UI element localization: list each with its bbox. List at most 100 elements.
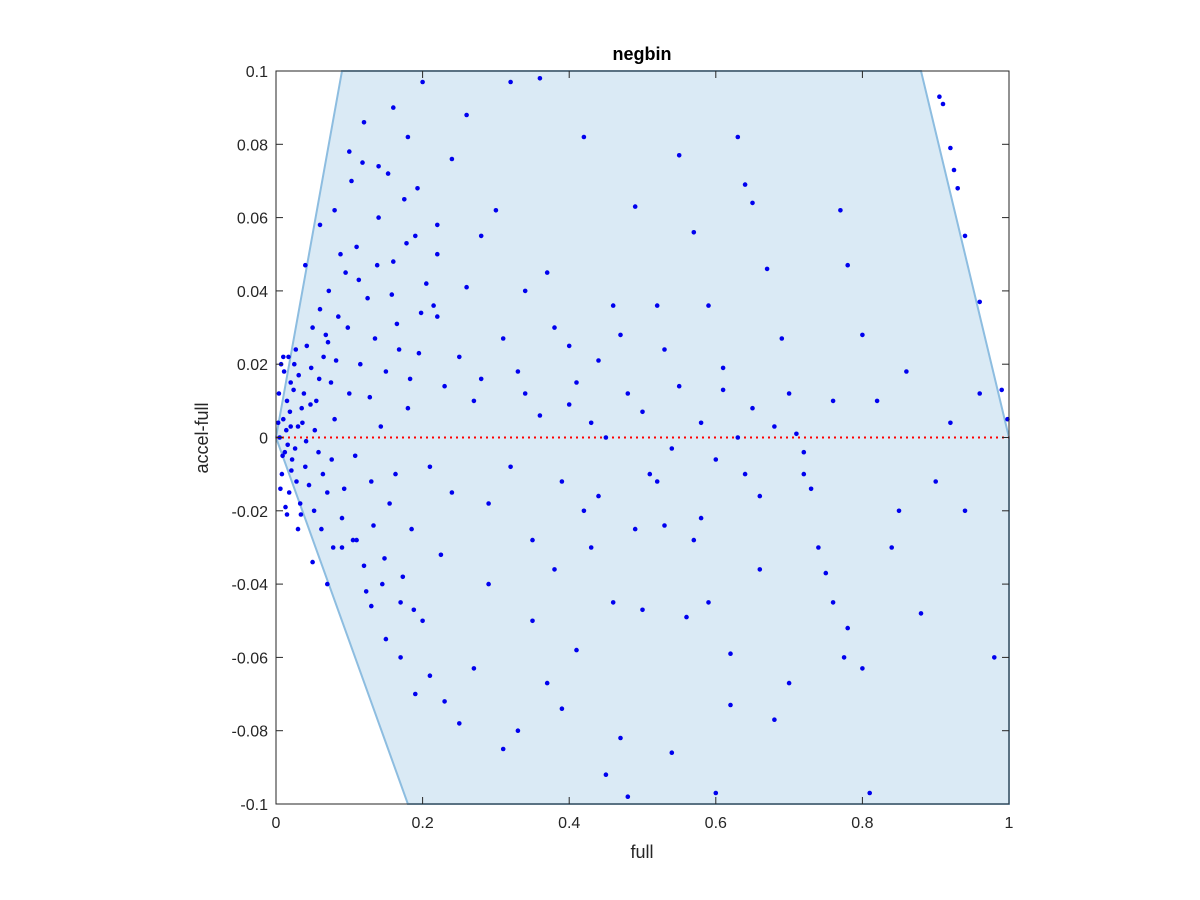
chart-title: negbin <box>613 44 672 64</box>
data-point <box>537 76 543 81</box>
data-point <box>321 354 326 360</box>
data-point <box>713 457 719 462</box>
data-point <box>786 680 792 686</box>
data-point <box>299 405 305 411</box>
y-axis-ticks: -0.1 -0.08 -0.06 -0.04 -0.02 0 0.02 0.04 0.06 0.0… <box>232 64 1009 814</box>
data-point <box>706 303 711 308</box>
data-point <box>764 266 770 272</box>
data-point <box>365 295 370 301</box>
data-point <box>295 526 301 532</box>
data-point <box>398 600 403 605</box>
data-point <box>333 358 339 363</box>
data-point <box>955 186 960 191</box>
data-point <box>742 182 748 187</box>
y-tick-label: -0.04 <box>232 577 269 594</box>
data-point <box>962 508 968 514</box>
data-point <box>338 251 343 257</box>
data-point <box>387 501 392 506</box>
data-point <box>297 501 303 506</box>
data-point <box>431 303 436 308</box>
data-point <box>289 468 294 473</box>
data-point <box>343 270 348 275</box>
data-point <box>303 464 308 470</box>
data-point <box>360 160 365 165</box>
data-point <box>420 618 425 624</box>
data-point <box>552 567 557 572</box>
data-point <box>625 391 631 396</box>
y-axis-label: accel-full <box>192 402 212 473</box>
data-point <box>720 387 726 393</box>
data-point <box>316 376 322 382</box>
data-point <box>742 471 748 477</box>
data-point <box>669 750 675 755</box>
data-point <box>500 746 506 752</box>
data-point <box>339 545 345 550</box>
data-point <box>684 614 689 620</box>
data-point <box>303 438 309 444</box>
data-point <box>757 567 763 572</box>
data-point <box>435 314 440 319</box>
data-point <box>838 208 843 213</box>
data-point <box>750 405 755 411</box>
data-point <box>464 112 469 118</box>
data-point <box>281 416 286 422</box>
data-point <box>339 515 345 521</box>
data-point <box>772 424 777 429</box>
data-point <box>347 391 352 396</box>
data-point <box>323 332 329 338</box>
data-point <box>354 537 359 543</box>
data-point <box>311 508 317 514</box>
data-point <box>438 552 444 558</box>
data-point <box>336 314 341 319</box>
data-point <box>361 563 367 569</box>
data-point <box>347 149 352 154</box>
data-point <box>720 365 726 371</box>
data-point <box>320 471 326 477</box>
y-tick-label: 0 <box>259 431 268 448</box>
data-point <box>442 699 447 704</box>
data-point <box>933 479 938 484</box>
data-point <box>369 603 374 609</box>
data-point <box>522 391 528 396</box>
data-point <box>382 556 387 561</box>
data-point <box>581 508 587 514</box>
data-points <box>275 76 1010 799</box>
data-point <box>904 369 909 374</box>
data-point <box>478 233 484 239</box>
data-point <box>289 457 295 462</box>
data-point <box>962 233 968 239</box>
data-point <box>596 358 601 363</box>
data-point <box>662 347 667 352</box>
data-point <box>293 347 299 352</box>
data-point <box>559 479 565 484</box>
data-point <box>794 431 799 437</box>
data-point <box>319 526 324 532</box>
data-point <box>369 479 374 484</box>
data-point <box>329 457 335 462</box>
data-point <box>698 420 704 426</box>
data-point <box>486 581 491 587</box>
data-point <box>544 680 550 686</box>
y-tick-label: -0.08 <box>232 724 269 741</box>
data-point <box>992 655 997 660</box>
x-tick-label: 0.8 <box>851 815 873 832</box>
data-point <box>393 471 398 477</box>
data-point <box>349 178 354 184</box>
data-point <box>316 449 321 455</box>
data-point <box>389 292 395 297</box>
data-point <box>308 365 314 371</box>
data-point <box>280 453 285 459</box>
data-point <box>325 581 330 587</box>
data-point <box>691 230 697 235</box>
data-point <box>294 479 299 484</box>
data-point <box>383 369 389 374</box>
data-point <box>420 79 425 85</box>
data-point <box>354 244 359 250</box>
y-tick-label: -0.06 <box>232 650 269 667</box>
data-point <box>326 288 332 294</box>
x-tick-label: 1 <box>1005 815 1014 832</box>
data-point <box>860 332 865 338</box>
data-point <box>303 262 308 268</box>
data-point <box>416 350 422 356</box>
